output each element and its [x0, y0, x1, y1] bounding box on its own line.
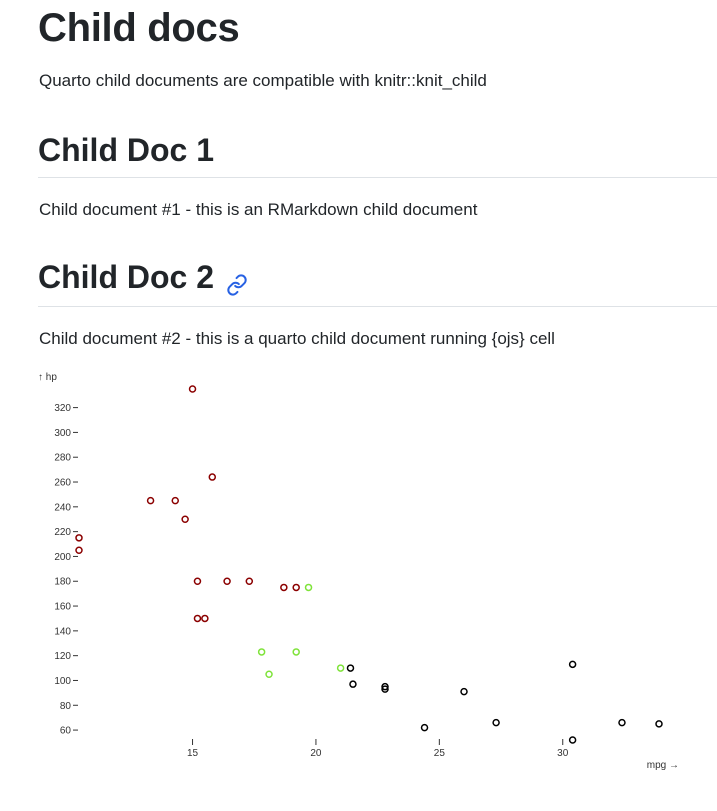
y-tick-label: 240	[54, 502, 71, 513]
page-title: Child docs	[38, 6, 240, 50]
child-doc-2-heading-text: Child Doc 2	[38, 259, 215, 295]
x-axis-label: mpg →	[647, 760, 679, 771]
data-point	[188, 385, 197, 393]
data-point	[655, 720, 663, 728]
x-tick-label: 25	[434, 748, 446, 759]
y-tick-label: 100	[54, 676, 71, 687]
data-point	[171, 496, 180, 505]
data-point	[460, 687, 468, 696]
child-doc-2-paragraph: Child document #2 - this is a quarto chi…	[39, 329, 555, 348]
data-point	[75, 546, 83, 554]
x-tick-label: 15	[187, 748, 199, 759]
data-point	[146, 496, 155, 505]
y-axis-label: ↑ hp	[38, 372, 57, 383]
section-divider	[38, 306, 717, 307]
data-point	[420, 723, 429, 732]
data-point	[193, 577, 202, 585]
data-point	[304, 583, 313, 592]
data-point	[181, 515, 189, 523]
data-point	[349, 680, 357, 688]
data-point	[208, 473, 217, 481]
scatter-plot: ↑ hp 60 80 100 120 140 160 180 200 220 240 260 280 30…	[38, 372, 679, 771]
data-point	[618, 718, 626, 727]
data-point	[257, 648, 266, 656]
data-point	[75, 534, 83, 542]
x-tick-label: 30	[557, 748, 569, 759]
y-tick-label: 280	[54, 453, 71, 464]
y-tick-label: 80	[60, 701, 72, 712]
section-heading-child-doc-2: Child Doc 2	[38, 258, 248, 296]
y-tick-label: 160	[54, 602, 71, 613]
data-point	[492, 718, 500, 727]
link-icon[interactable]	[226, 266, 248, 296]
section-divider	[38, 177, 717, 178]
y-tick-label: 200	[54, 552, 71, 563]
section-heading-child-doc-1: Child Doc 1	[38, 132, 215, 168]
intro-paragraph: Quarto child documents are compatible wi…	[39, 71, 487, 90]
data-point	[280, 583, 288, 592]
y-tick-label: 140	[54, 626, 71, 637]
data-point	[201, 614, 209, 623]
data-point	[568, 660, 577, 669]
y-tick-label: 220	[54, 527, 71, 538]
x-tick-label: 20	[310, 748, 322, 759]
y-tick-label: 320	[54, 403, 71, 414]
data-point	[265, 670, 273, 679]
y-tick-label: 300	[54, 428, 71, 439]
y-tick-label: 60	[60, 726, 72, 737]
data-point	[292, 583, 300, 592]
data-point	[292, 648, 300, 656]
y-tick-label: 120	[54, 651, 71, 662]
data-point	[336, 664, 345, 672]
data-point	[245, 577, 254, 585]
data-point	[223, 577, 231, 585]
data-point	[193, 614, 202, 623]
data-point	[346, 664, 355, 672]
y-tick-label: 180	[54, 577, 71, 588]
child-doc-1-paragraph: Child document #1 - this is an RMarkdown…	[39, 200, 478, 219]
data-point	[568, 736, 577, 744]
data-point	[381, 685, 389, 693]
data-point	[381, 682, 389, 691]
y-tick-label: 260	[54, 478, 71, 489]
